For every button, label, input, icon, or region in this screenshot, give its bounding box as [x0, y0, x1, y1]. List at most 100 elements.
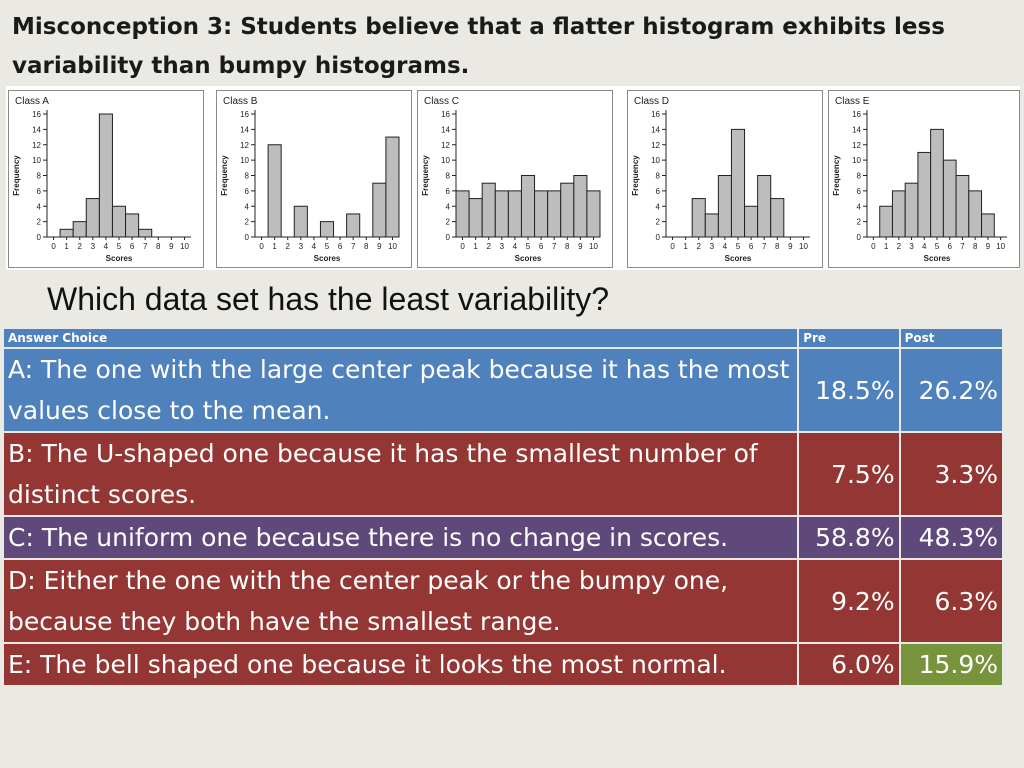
y-axis-label: Frequency — [832, 155, 841, 196]
y-tick-label: 14 — [240, 125, 249, 134]
x-tick-label: 4 — [723, 242, 728, 251]
x-tick-label: 7 — [351, 242, 356, 251]
histogram-bar — [560, 182, 575, 238]
y-tick-label: 10 — [240, 156, 249, 165]
histogram-bar — [904, 182, 919, 238]
histogram-bar — [494, 190, 509, 238]
histogram-bar — [968, 190, 983, 238]
pre-percent: 6.0% — [799, 644, 899, 685]
y-tick-label: 6 — [656, 187, 661, 196]
histogram-bar — [319, 221, 335, 238]
histogram-bar — [138, 228, 153, 238]
header-answer-choice: Answer Choice — [4, 329, 798, 347]
x-tick-label: 3 — [500, 242, 505, 251]
y-tick-label: 14 — [852, 125, 861, 134]
y-tick-label: 14 — [441, 125, 450, 134]
y-tick-label: 0 — [446, 233, 451, 242]
histogram-bar — [691, 198, 706, 238]
y-tick-label: 10 — [441, 156, 450, 165]
x-tick-label: 5 — [526, 242, 531, 251]
x-tick-label: 0 — [259, 242, 264, 251]
y-axis-label: Frequency — [631, 155, 640, 196]
x-tick-label: 3 — [299, 242, 304, 251]
histogram-bar — [385, 136, 400, 238]
chart-title: Class C — [424, 96, 459, 107]
chart-title: Class B — [223, 96, 258, 107]
answer-row-a: A: The one with the large center peak be… — [4, 349, 1002, 431]
histogram-bar — [85, 198, 100, 238]
y-tick-label: 2 — [857, 218, 862, 227]
y-tick-label: 8 — [37, 172, 42, 181]
y-tick-label: 4 — [656, 202, 661, 211]
y-tick-label: 10 — [32, 156, 41, 165]
y-tick-label: 16 — [240, 110, 249, 119]
y-tick-label: 2 — [656, 218, 661, 227]
x-tick-label: 3 — [909, 242, 914, 251]
y-tick-label: 16 — [32, 110, 41, 119]
x-tick-label: 6 — [948, 242, 953, 251]
histogram-bar — [111, 205, 127, 238]
y-tick-label: 2 — [37, 218, 42, 227]
answer-choice-text: A: The one with the large center peak be… — [4, 349, 798, 431]
histogram-bar — [891, 190, 906, 238]
histogram-bar — [520, 175, 536, 238]
histogram-bar — [573, 175, 588, 238]
y-axis-label: Frequency — [12, 155, 21, 196]
x-tick-label: 8 — [364, 242, 369, 251]
histogram-class-a: Class A Frequency 0 2 4 6 8 10 12 14 16 0 1 2 3 4 5 6 7 8 9 1… — [8, 90, 204, 268]
histogram-class-b: Class B Frequency 0 2 4 6 8 10 12 14 16 0 1 2 3 4 5 6 7 8 9 1… — [216, 90, 412, 268]
histogram-bar — [481, 182, 496, 238]
histogram-class-e: Class E Frequency 0 2 4 6 8 10 12 14 16 0 1 2 3 4 5 6 7 8 9 1… — [828, 90, 1020, 268]
x-tick-label: 1 — [272, 242, 277, 251]
histogram-class-d: Class D Frequency 0 2 4 6 8 10 12 14 16 0 1 2 3 4 5 6 7 8 9 1… — [627, 90, 823, 268]
x-tick-label: 9 — [788, 242, 793, 251]
y-tick-label: 14 — [32, 125, 41, 134]
chart-title: Class E — [835, 96, 870, 107]
y-axis-label: Frequency — [421, 155, 430, 196]
x-axis-label: Scores — [725, 254, 752, 263]
x-tick-label: 0 — [670, 242, 675, 251]
x-tick-label: 1 — [683, 242, 688, 251]
x-tick-label: 8 — [775, 242, 780, 251]
y-tick-label: 12 — [240, 141, 249, 150]
x-tick-label: 4 — [312, 242, 317, 251]
y-tick-label: 10 — [651, 156, 660, 165]
y-tick-label: 6 — [245, 187, 250, 196]
y-tick-label: 0 — [245, 233, 250, 242]
histogram-bar — [59, 228, 74, 238]
y-tick-label: 4 — [37, 202, 42, 211]
x-tick-label: 8 — [973, 242, 978, 251]
answer-choice-text: B: The U-shaped one because it has the s… — [4, 433, 798, 515]
x-axis-label: Scores — [515, 254, 542, 263]
histogram-bar — [507, 190, 522, 238]
answer-row-c: C: The uniform one because there is no c… — [4, 517, 1002, 558]
histogram-bar — [730, 128, 746, 238]
answer-choice-text: D: Either the one with the center peak o… — [4, 560, 798, 642]
histogram-bar — [72, 221, 87, 238]
x-tick-label: 4 — [922, 242, 927, 251]
x-tick-label: 1 — [64, 242, 69, 251]
x-tick-label: 9 — [377, 242, 382, 251]
histogram-bar — [930, 128, 944, 238]
x-axis-label: Scores — [924, 254, 951, 263]
y-tick-label: 6 — [857, 187, 862, 196]
x-tick-label: 3 — [710, 242, 715, 251]
x-tick-label: 9 — [169, 242, 174, 251]
y-tick-label: 4 — [245, 202, 250, 211]
histogram-bar — [455, 190, 470, 238]
x-tick-label: 7 — [762, 242, 767, 251]
y-tick-label: 8 — [446, 172, 451, 181]
histogram-bar — [955, 175, 970, 238]
histogram-bar — [704, 213, 719, 238]
post-percent: 48.3% — [900, 517, 1002, 558]
chart-title: Class A — [15, 96, 49, 107]
x-tick-label: 10 — [589, 242, 598, 251]
histogram-bar — [744, 205, 759, 238]
post-percent: 6.3% — [900, 560, 1002, 642]
answer-choice-text: C: The uniform one because there is no c… — [4, 517, 798, 558]
histogram-strip: Class A Frequency 0 2 4 6 8 10 12 14 16 0 1 2 3 4 5 6 7 8 9 1… — [6, 86, 1020, 270]
y-tick-label: 12 — [852, 141, 861, 150]
x-tick-label: 6 — [130, 242, 135, 251]
